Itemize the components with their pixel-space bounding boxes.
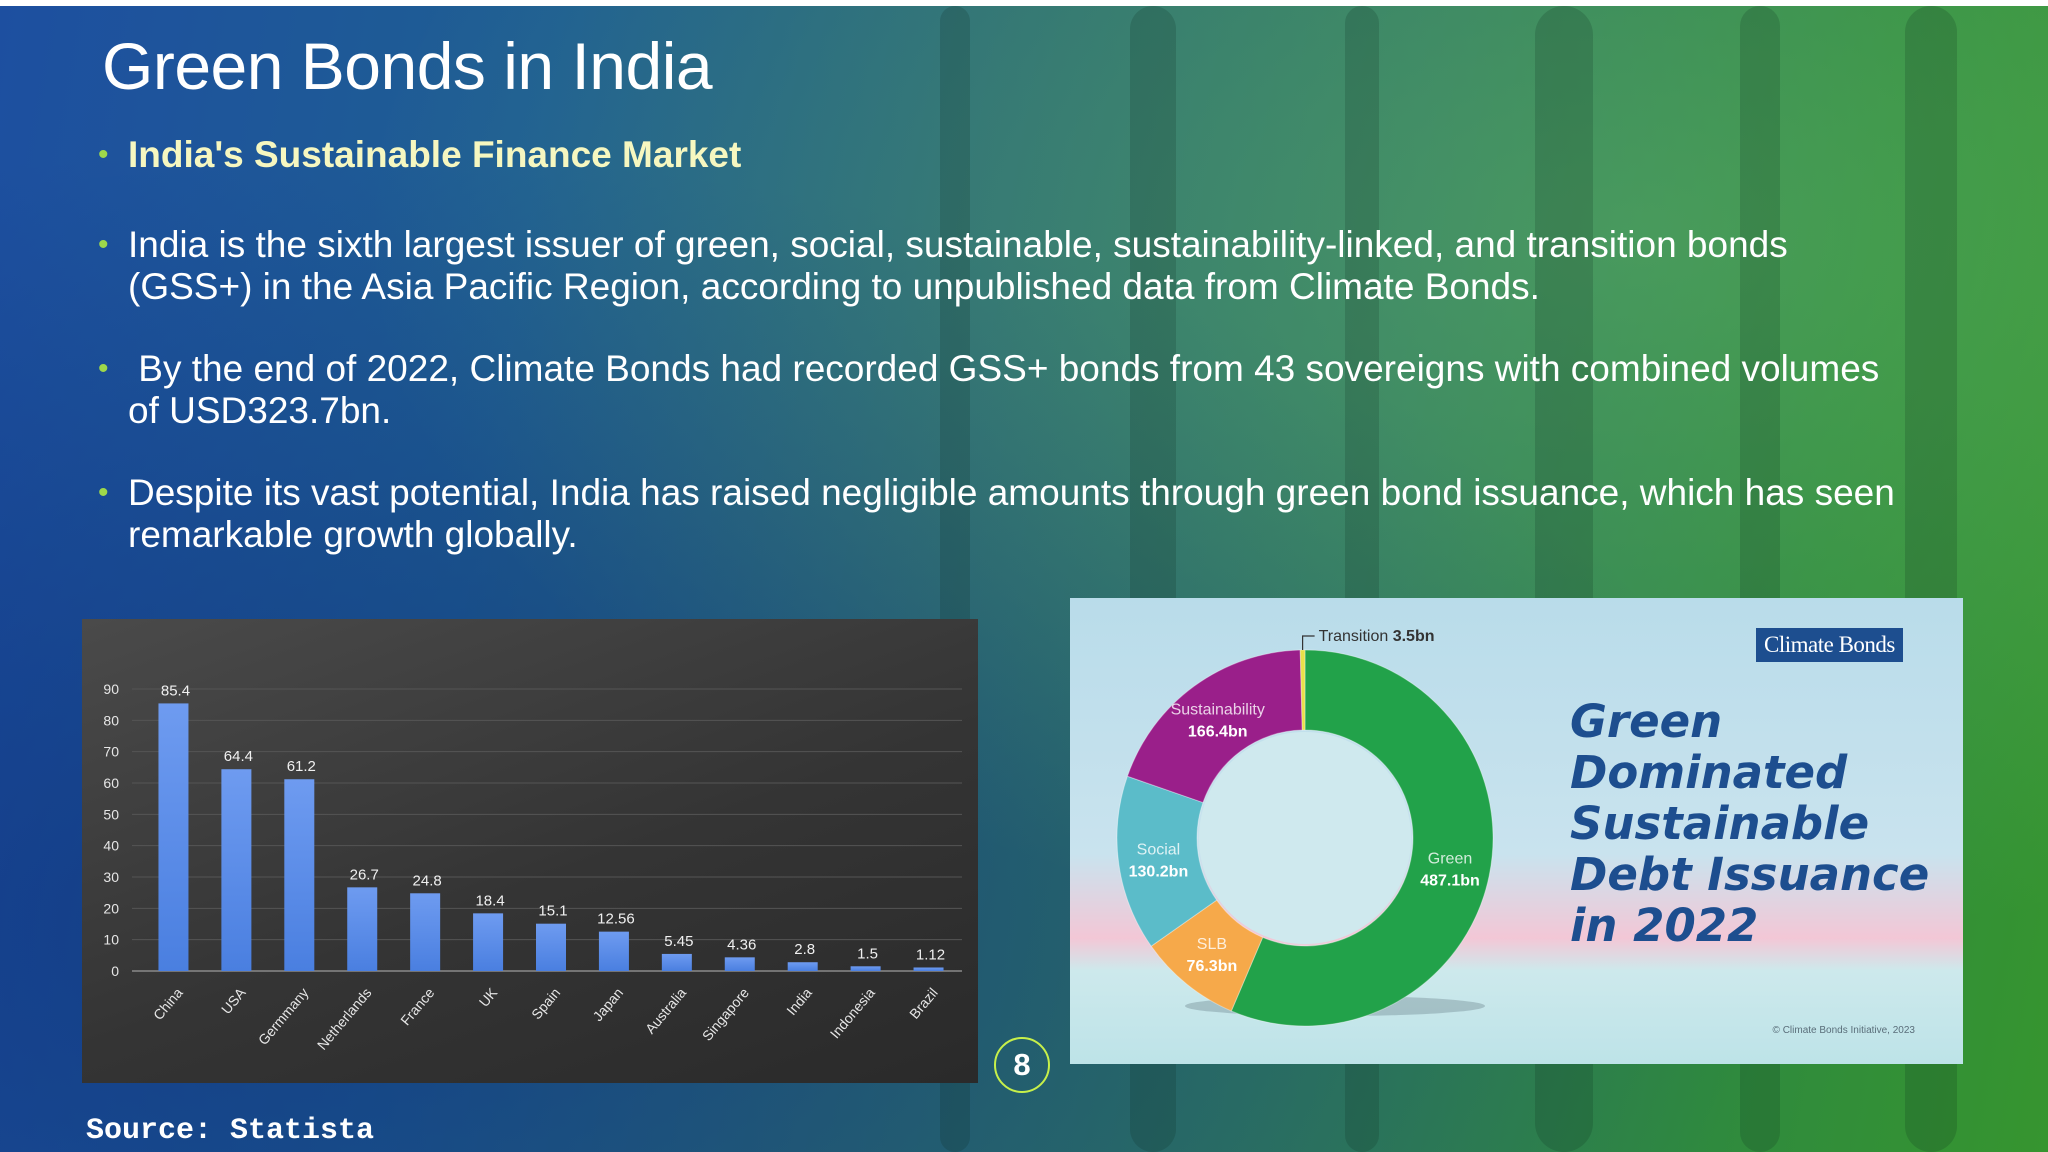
donut-slice — [1116, 775, 1218, 947]
slice-name-label: SLB — [1197, 936, 1227, 953]
y-tick-label: 30 — [103, 869, 119, 885]
slice-value-label: 3.5bn — [1393, 628, 1435, 645]
bar-value-label: 4.36 — [727, 936, 756, 953]
heading-line: Debt Issuance — [1570, 848, 1930, 901]
climate-bonds-logo: Climate Bonds — [1756, 628, 1903, 662]
slice-value-label: 166.4bn — [1188, 723, 1248, 740]
heading-line: Green — [1570, 695, 1723, 748]
bar — [850, 966, 881, 971]
bar — [913, 967, 944, 971]
bar — [410, 893, 441, 971]
bar-chart: 0 10 20 30 40 50 60 70 80 90 85.4 China 64.4 USA 61.2 G… — [103, 681, 962, 1053]
x-tick-label: India — [783, 984, 815, 1018]
bar-value-label: 15.1 — [538, 903, 567, 920]
x-tick-label: Indonesia — [827, 984, 878, 1041]
bar-value-label: 12.56 — [597, 911, 635, 928]
slice-callout-label: Transition 3.5bn — [1319, 628, 1435, 645]
y-tick-label: 20 — [103, 900, 119, 916]
slice-value-label: 130.2bn — [1129, 864, 1189, 881]
x-tick-label: UK — [476, 984, 501, 1010]
donut-chart: Green 487.1bn SLB 76.3bn Social 130.2bn Sustai… — [1116, 628, 1494, 1027]
x-tick-label: Netherlands — [314, 985, 375, 1053]
x-tick-label: USA — [218, 984, 249, 1017]
bullet-icon: • — [98, 352, 109, 385]
bar — [284, 779, 315, 971]
x-tick-label: Australia — [642, 984, 689, 1036]
bullet-text: India's Sustainable Finance Market — [128, 134, 742, 175]
y-tick-label: 80 — [103, 712, 119, 728]
donut-slice — [1299, 649, 1306, 731]
bar-chart-panel: 0 10 20 30 40 50 60 70 80 90 85.4 China 64.4 USA 61.2 G… — [82, 619, 978, 1083]
y-tick-label: 60 — [103, 775, 119, 791]
slice-name-label: Sustainability — [1171, 701, 1265, 718]
x-tick-label: France — [397, 984, 437, 1028]
x-tick-label: Singapore — [699, 984, 752, 1043]
bullet-text: Despite its vast potential, India has ra… — [128, 472, 1895, 555]
bullet-icon: • — [98, 138, 109, 171]
x-tick-label: Brazil — [906, 985, 941, 1022]
bar — [598, 931, 629, 971]
x-tick-label: Germmany — [255, 985, 312, 1048]
y-tick-label: 50 — [103, 806, 119, 822]
slice-name-label: Transition — [1319, 628, 1393, 645]
bar — [724, 957, 755, 971]
bar — [158, 703, 189, 971]
bar — [473, 913, 504, 971]
bullet-icon: • — [98, 228, 109, 261]
bar-value-label: 61.2 — [287, 758, 316, 775]
bar — [661, 953, 692, 971]
bar-value-label: 85.4 — [161, 682, 190, 699]
slide-title: Green Bonds in India — [102, 29, 713, 103]
donut-slice — [1126, 649, 1303, 804]
bar-value-label: 18.4 — [475, 892, 504, 909]
slice-value-label: 76.3bn — [1187, 958, 1238, 975]
bar-value-label: 5.45 — [664, 933, 693, 950]
page-number: 8 — [994, 1037, 1050, 1093]
donut-slice — [1230, 649, 1494, 1027]
bar-value-label: 24.8 — [413, 872, 442, 889]
bar-value-label: 26.7 — [350, 866, 379, 883]
bar — [347, 887, 378, 971]
donut-chart-panel: Green 487.1bn SLB 76.3bn Social 130.2bn Sustai… — [1070, 598, 1963, 1064]
x-tick-label: China — [150, 984, 186, 1022]
copyright-note: © Climate Bonds Initiative, 2023 — [1772, 1025, 1915, 1036]
y-tick-label: 0 — [111, 963, 119, 979]
heading-line: Dominated — [1570, 746, 1848, 799]
slice-name-label: Green — [1428, 851, 1472, 868]
bar — [536, 923, 566, 971]
source-note: Source: Statista — [86, 1114, 375, 1148]
bar — [221, 769, 252, 971]
y-tick-label: 90 — [103, 681, 119, 697]
infographic-heading: Green Dominated Sustainable Debt Issuanc… — [1570, 696, 1950, 951]
y-tick-label: 70 — [103, 744, 119, 760]
slice-value-label: 487.1bn — [1420, 873, 1480, 890]
x-tick-label: Japan — [589, 985, 626, 1025]
y-tick-label: 10 — [103, 932, 119, 948]
bullet-icon: • — [98, 476, 109, 509]
bar-value-label: 1.5 — [857, 945, 878, 962]
heading-line: Sustainable — [1570, 797, 1870, 850]
slide: Green Bonds in India • India's Sustainab… — [0, 6, 2048, 1152]
donut-hole — [1199, 732, 1411, 944]
bar-value-label: 1.12 — [916, 946, 945, 963]
bullet-text: By the end of 2022, Climate Bonds had re… — [128, 348, 1890, 431]
heading-line: in 2022 — [1570, 899, 1759, 952]
callout-line — [1302, 635, 1315, 651]
y-tick-label: 40 — [103, 838, 119, 854]
slice-name-label: Social — [1137, 842, 1181, 859]
bullet-text: India is the sixth largest issuer of gre… — [128, 224, 1788, 307]
donut-slice — [1150, 899, 1264, 1012]
bar-value-label: 64.4 — [224, 748, 253, 765]
bar — [787, 962, 818, 971]
bar-value-label: 2.8 — [794, 941, 815, 958]
x-tick-label: Spain — [528, 985, 563, 1023]
